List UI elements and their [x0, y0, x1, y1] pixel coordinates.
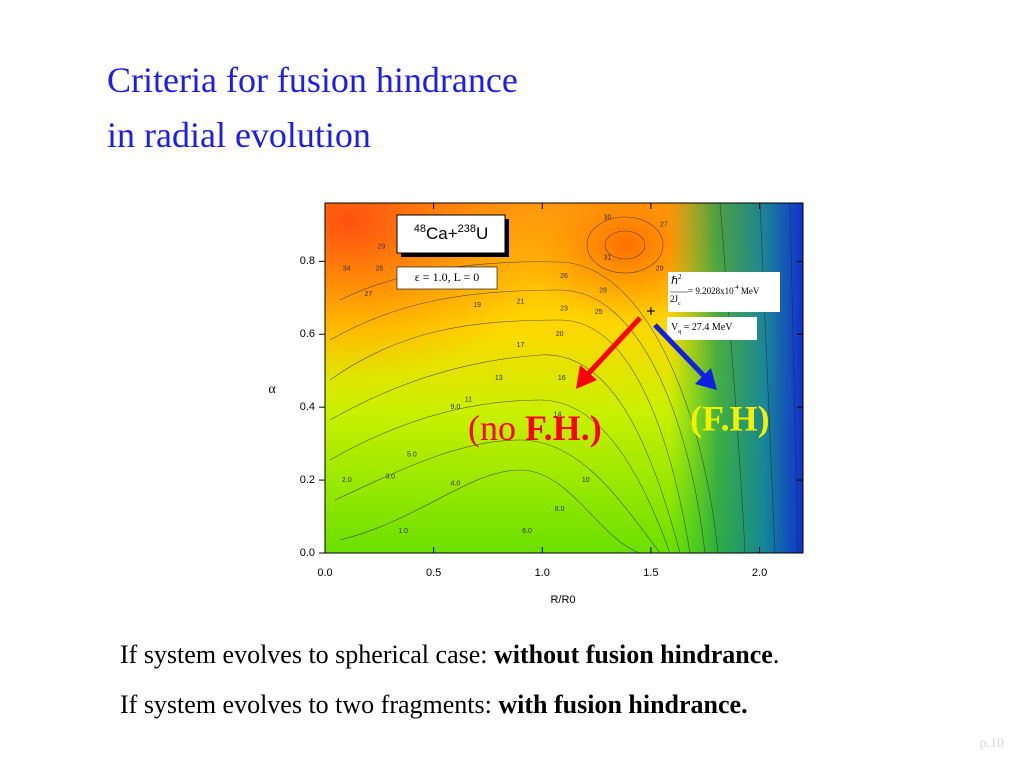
no-fh-label: (no F.H.) [468, 408, 602, 448]
y-tick-label: 0.2 [300, 474, 315, 486]
arrow-head [576, 365, 597, 389]
x-tick-label: 0.5 [426, 567, 441, 579]
title-line: Criteria for fusion hindrance [107, 60, 518, 100]
contour-label: 20 [556, 331, 564, 338]
element: U [476, 224, 488, 243]
contour-label: 5.0 [407, 451, 417, 458]
chart: 0.0 0.5 1.0 1.5 2.0 0.0 0.2 0.4 0.6 0.8 30 27 31 29 3… [268, 202, 804, 606]
y-tick-label: 0.0 [300, 547, 315, 559]
x-tick-label: 2.0 [752, 567, 767, 579]
y-axis-label: α [268, 382, 276, 397]
barrier-box [667, 317, 757, 340]
contour-label: 31 [604, 255, 612, 262]
y-tick-label: 0.6 [300, 328, 315, 340]
params-label: ε = 1.0, L = 0 [415, 270, 479, 284]
statement: If system evolves to spherical case: wit… [120, 640, 779, 670]
barrier-label: Vq = 27.4 MeV [671, 322, 733, 335]
unit: MeV [739, 286, 760, 296]
contour-label: 4.0 [450, 481, 460, 488]
contour-label: 34 [343, 265, 351, 272]
contour-label: 13 [495, 375, 503, 382]
contour-label: 14 [554, 411, 562, 418]
eq: = 9.2028x10 [688, 286, 734, 296]
rest: = 27.4 MeV [681, 322, 733, 333]
sub: c [678, 301, 681, 307]
no-fh-open: (no [468, 408, 525, 448]
saddle-marker: + [646, 304, 655, 321]
contour-label: 27 [365, 291, 373, 298]
hbar: ℏ [671, 275, 678, 287]
contour-label: 6.0 [522, 528, 532, 535]
contour-label: 29 [378, 244, 386, 251]
contour-label: 9.0 [450, 404, 460, 411]
contour-label: 27 [660, 222, 668, 229]
mass: 238 [458, 223, 476, 235]
contour-label: 16 [558, 375, 566, 382]
mass: 48 [414, 223, 426, 235]
x-tick-label: 0.0 [317, 567, 332, 579]
contour-label: 10 [582, 477, 590, 484]
contour-label: 3.0 [385, 473, 395, 480]
y-tick-label: 0.8 [300, 255, 315, 267]
params-box [396, 266, 498, 290]
page-number: p.10 [979, 736, 1005, 751]
arrow-shaft [653, 323, 707, 379]
title-line: in radial evolution [107, 115, 371, 155]
contour-label: 28 [599, 287, 607, 294]
contour-label: 30 [604, 214, 612, 221]
contour-label: 17 [517, 342, 525, 349]
contour-label: 23 [560, 306, 568, 313]
contour-field [325, 203, 803, 553]
x-tick-label: 1.5 [643, 567, 658, 579]
system-box [396, 214, 506, 254]
contour-label: 2.0 [342, 477, 352, 484]
statement: If system evolves to two fragments: with… [120, 690, 748, 720]
contour-label: 19 [473, 302, 481, 309]
statement-bold: with fusion hindrance. [498, 690, 748, 719]
inertia-num: ℏ2 [671, 273, 682, 287]
x-axis-label: R/R0 [550, 594, 575, 606]
contour-label: 26 [560, 273, 568, 280]
fh-label: (F.H) [690, 398, 770, 438]
arrow-head [695, 368, 717, 390]
sub: q [678, 329, 681, 335]
y-tick-label: 0.4 [300, 401, 315, 413]
arrow-shaft [586, 316, 642, 376]
contour-label: 29 [656, 265, 664, 272]
contour-label: 25 [595, 309, 603, 316]
plot-frame [324, 202, 804, 554]
system-label: 48Ca+238U [414, 223, 489, 244]
inertia-value: = 9.2028x10-4 MeV [688, 285, 760, 296]
contour-label: 28 [375, 265, 383, 272]
statement-text: If system evolves to two fragments: [120, 690, 499, 719]
contour-label: 11 [465, 397, 472, 404]
v: V [671, 322, 679, 333]
contour-label: 1.0 [398, 528, 408, 535]
statement-bold: without fusion hindrance [494, 640, 773, 669]
statement-text: If system evolves to spherical case: [120, 640, 494, 669]
exp: -4 [734, 285, 739, 291]
x-tick-label: 1.0 [535, 567, 550, 579]
contour-label: 8.0 [555, 506, 565, 513]
contour-label: 21 [517, 298, 525, 305]
element: Ca+ [426, 224, 458, 243]
inertia-den: 2Jc [670, 294, 681, 307]
power: 2 [678, 273, 682, 281]
den: 2J [670, 294, 679, 304]
no-fh-bold: F.H.) [525, 408, 602, 448]
statement-end: . [772, 640, 780, 669]
